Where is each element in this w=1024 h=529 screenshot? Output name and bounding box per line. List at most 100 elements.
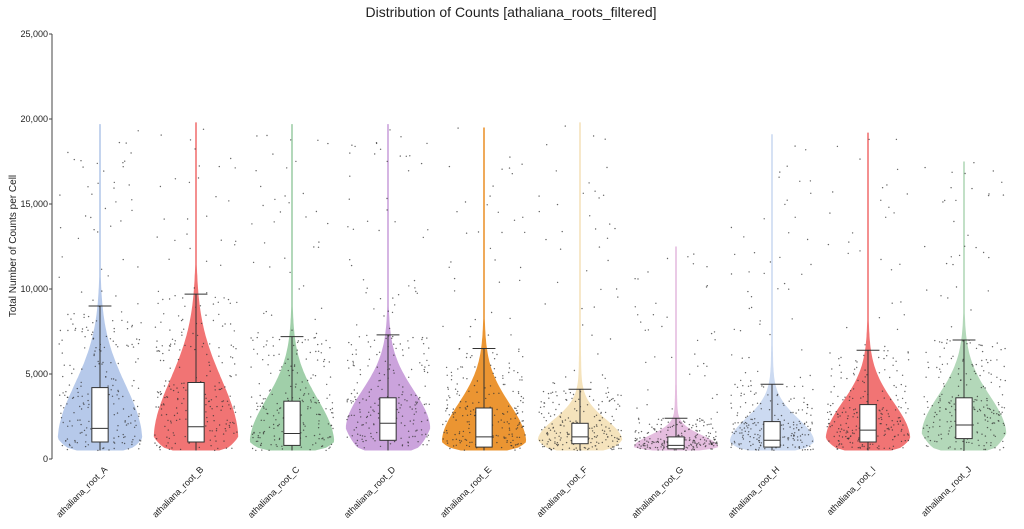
data-point (802, 385, 804, 387)
data-point (462, 435, 464, 438)
data-point (315, 350, 317, 353)
data-point (87, 393, 89, 395)
data-point (837, 416, 839, 418)
data-point (757, 370, 759, 373)
data-point (567, 433, 569, 436)
data-point (167, 442, 169, 444)
data-point (958, 254, 961, 257)
data-point (561, 230, 563, 233)
violin-group (345, 124, 431, 451)
data-point (81, 431, 83, 434)
data-point (748, 424, 750, 426)
data-point (660, 427, 662, 430)
data-point (133, 408, 136, 410)
data-point (218, 313, 220, 316)
data-point (395, 347, 397, 350)
data-point (274, 198, 276, 201)
data-point (126, 321, 129, 323)
data-point (845, 432, 847, 434)
data-point (506, 441, 508, 443)
data-point (183, 398, 185, 400)
data-point (710, 332, 713, 335)
data-point (351, 435, 353, 437)
data-point (1003, 424, 1005, 426)
data-point (511, 435, 514, 437)
data-point (883, 434, 885, 437)
data-point (165, 380, 167, 382)
data-point (271, 393, 273, 396)
data-point (809, 180, 812, 182)
data-point (457, 127, 459, 129)
data-point (695, 423, 697, 425)
data-point (885, 424, 888, 426)
data-point (990, 442, 992, 444)
data-point (976, 432, 979, 434)
data-point (520, 400, 522, 402)
data-point (649, 447, 652, 449)
data-point (518, 422, 521, 424)
data-point (359, 369, 361, 371)
data-point (754, 433, 756, 435)
data-point (849, 396, 851, 398)
data-point (318, 401, 320, 404)
data-point (329, 446, 331, 448)
data-point (278, 338, 281, 341)
data-point (518, 350, 520, 353)
data-point (960, 448, 962, 450)
data-point (606, 166, 608, 169)
data-point (986, 404, 988, 406)
data-point (325, 408, 327, 410)
data-point (648, 423, 651, 425)
data-point (116, 429, 118, 431)
data-point (510, 418, 512, 420)
x-tick-label: athaliana_root_G (630, 464, 686, 520)
data-point (598, 246, 601, 248)
data-point (115, 201, 117, 203)
plot-area (57, 122, 1007, 452)
data-point (71, 397, 74, 399)
data-point (206, 416, 208, 419)
data-point (830, 375, 832, 377)
data-point (502, 377, 504, 379)
data-point (124, 436, 126, 438)
data-point (1000, 349, 1002, 351)
data-point (128, 184, 130, 186)
data-point (230, 356, 232, 358)
data-point (328, 447, 330, 450)
data-point (215, 430, 218, 432)
data-point (678, 435, 680, 437)
data-point (747, 290, 749, 293)
data-point (696, 419, 698, 421)
data-point (518, 423, 520, 425)
data-point (541, 443, 543, 445)
data-point (895, 386, 897, 388)
data-point (476, 391, 478, 393)
data-point (400, 422, 402, 424)
data-point (562, 444, 564, 446)
data-point (347, 416, 349, 418)
data-point (266, 134, 268, 137)
data-point (182, 318, 184, 321)
data-point (595, 424, 598, 426)
data-point (425, 403, 427, 405)
data-point (468, 445, 471, 448)
data-point (83, 429, 86, 432)
data-point (121, 442, 124, 444)
data-point (514, 444, 517, 446)
data-point (185, 409, 187, 412)
violin-shape (633, 246, 719, 451)
data-point (779, 256, 781, 259)
data-point (279, 407, 281, 410)
data-point (881, 418, 883, 421)
data-point (637, 278, 639, 280)
data-point (1003, 407, 1006, 409)
data-point (892, 439, 894, 441)
data-point (566, 431, 568, 434)
data-point (133, 426, 136, 428)
data-point (939, 406, 941, 409)
data-point (981, 365, 983, 367)
data-point (791, 432, 793, 435)
data-point (255, 170, 257, 172)
data-point (408, 285, 410, 287)
data-point (410, 394, 412, 396)
